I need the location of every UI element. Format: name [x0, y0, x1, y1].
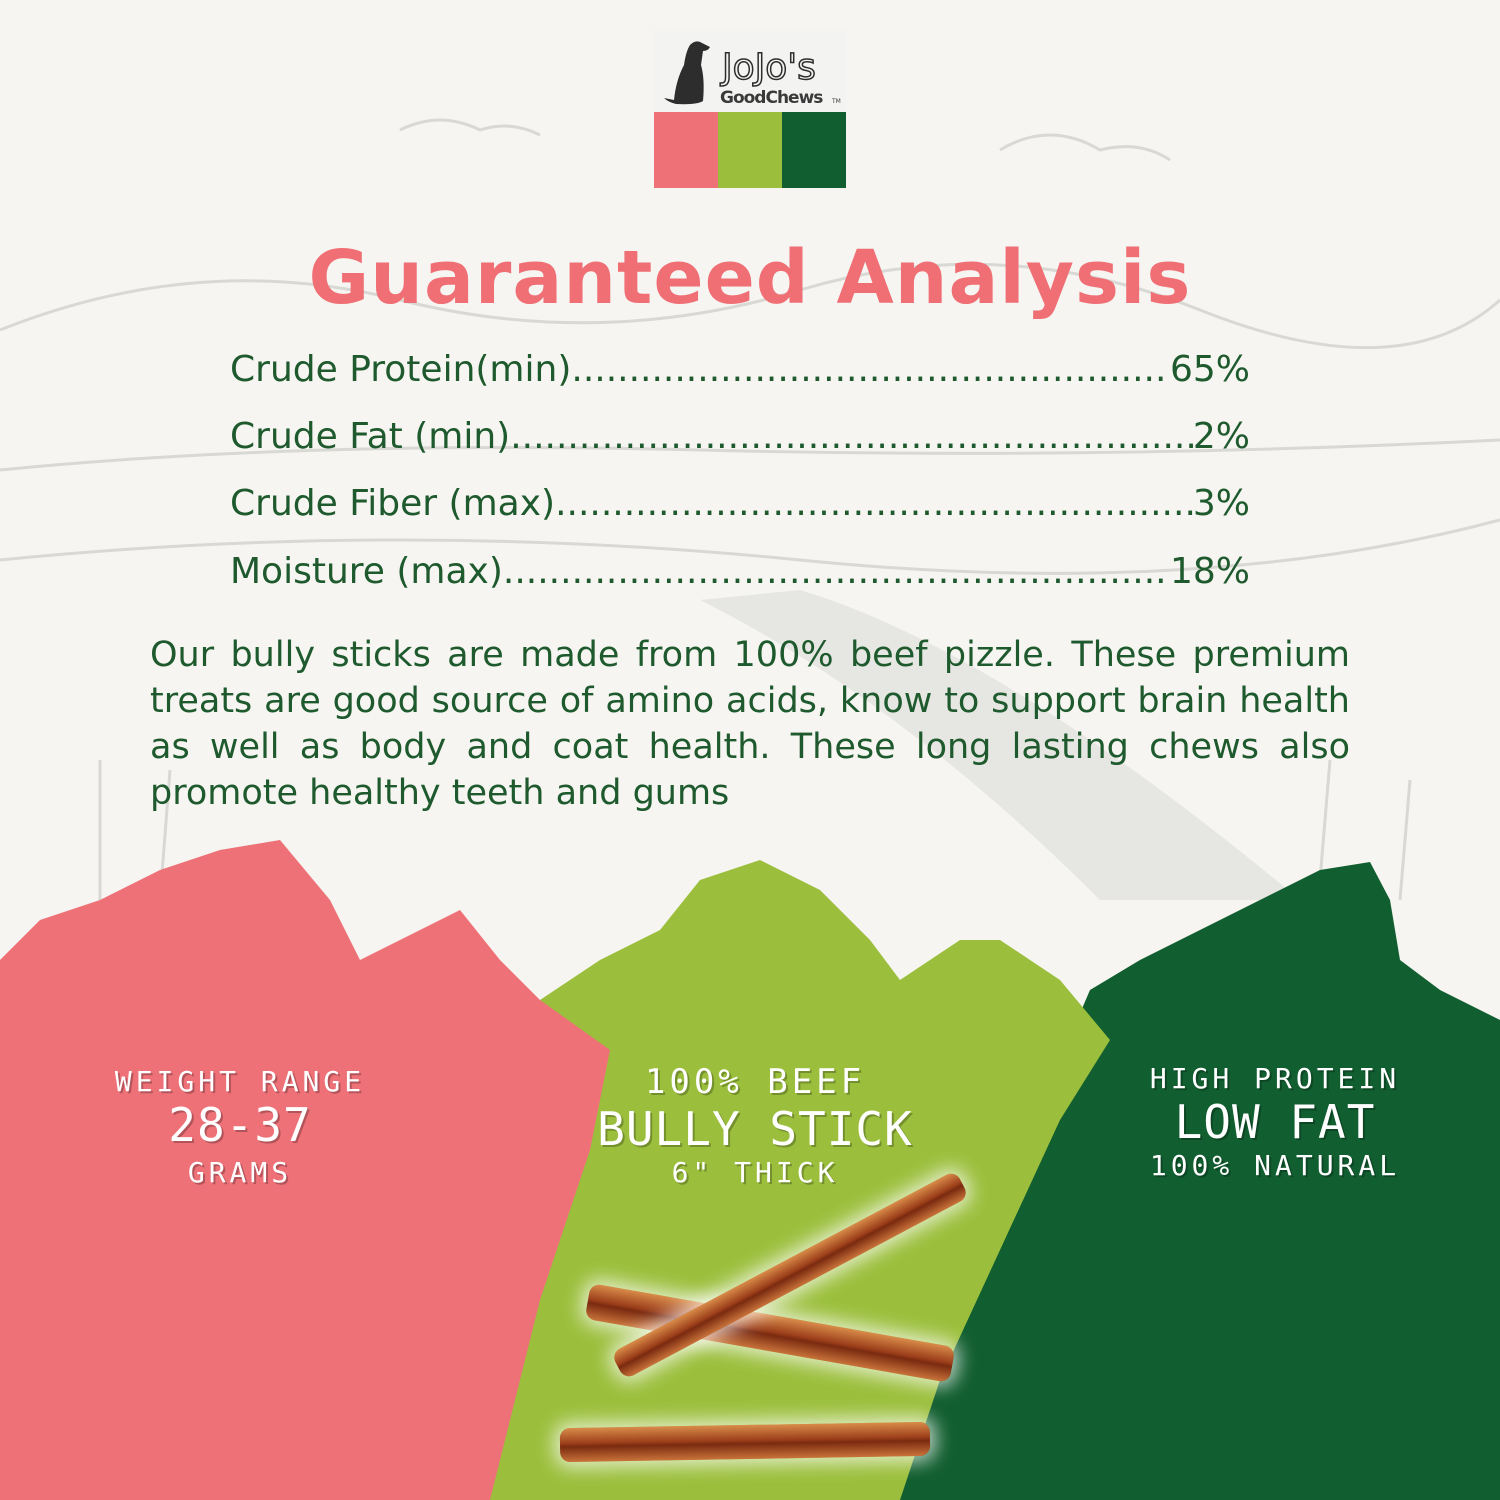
badge-line2: 28-37 [168, 1098, 312, 1152]
analysis-label: Crude Fiber (max) [230, 483, 556, 524]
badge-line1: HIGH PROTEIN [1149, 1062, 1401, 1095]
dark-green-paint-panel [880, 862, 1500, 1500]
weight-range-badge: WEIGHT RANGE 28-37 GRAMS [90, 1065, 390, 1189]
analysis-row: Crude Fat (min) 2% [230, 407, 1250, 457]
svg-text:TM: TM [831, 98, 841, 105]
badge-line1: WEIGHT RANGE [114, 1065, 366, 1098]
analysis-label: Crude Protein(min) [230, 349, 572, 390]
analysis-value: 65% [1169, 349, 1250, 390]
pink-paint-panel [0, 840, 610, 1500]
analysis-value: 3% [1192, 483, 1250, 524]
analysis-label: Crude Fat (min) [230, 416, 511, 457]
badge-line1: 100% BEEF [644, 1062, 866, 1102]
badge-line3: 6" THICK [671, 1156, 839, 1189]
analysis-value: 2% [1192, 416, 1250, 457]
badge-line2: LOW FAT [1174, 1095, 1376, 1149]
analysis-row: Crude Fiber (max) 3% [230, 474, 1250, 524]
dog-silhouette-icon: JoJo's GoodChews TM [664, 41, 841, 108]
badge-line3: GRAMS [187, 1156, 293, 1189]
badge-line3: 100% NATURAL [1149, 1149, 1401, 1182]
analysis-label: Moisture (max) [230, 551, 503, 592]
badge-line2: BULLY STICK [597, 1102, 913, 1156]
beef-bully-stick-badge: 100% BEEF BULLY STICK 6" THICK [585, 1062, 925, 1189]
logo-wordmark-top: JoJo's [720, 47, 816, 88]
high-protein-badge: HIGH PROTEIN LOW FAT 100% NATURAL [1110, 1062, 1440, 1182]
brand-logo: JoJo's GoodChews TM [654, 29, 846, 188]
logo-wordmark-bottom: GoodChews [720, 88, 823, 108]
product-description: Our bully sticks are made from 100% beef… [150, 635, 1350, 813]
light-green-paint-panel [470, 860, 1110, 1500]
analysis-row: Moisture (max) 18% [230, 542, 1250, 592]
pink-swatch [654, 112, 718, 188]
analysis-row: Crude Protein(min) 65% [230, 340, 1250, 390]
light-green-swatch [718, 112, 782, 188]
dark-green-swatch [782, 112, 846, 188]
bully-stick-image [559, 1421, 931, 1463]
analysis-value: 18% [1169, 551, 1250, 592]
page-title: Guaranteed Analysis [308, 235, 1192, 321]
